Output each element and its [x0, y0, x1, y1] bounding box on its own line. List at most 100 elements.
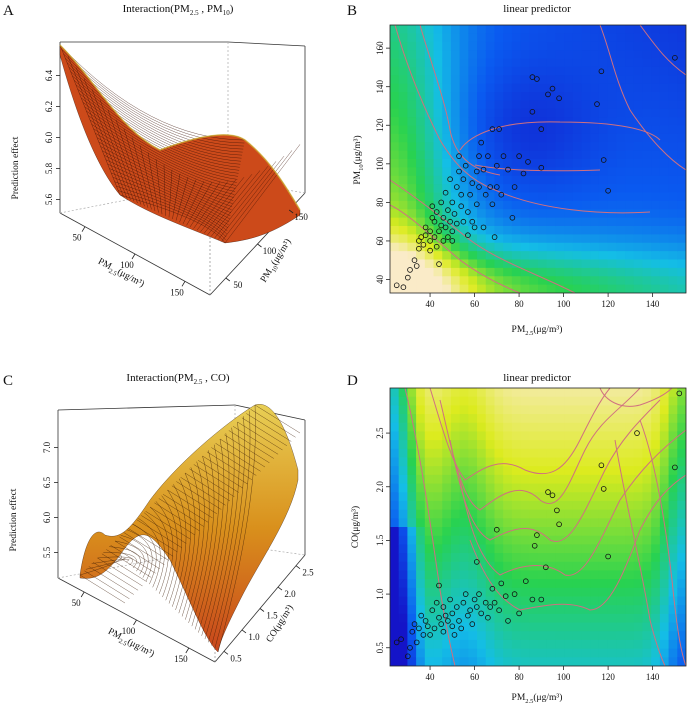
heatmap-cell — [564, 639, 574, 650]
heatmap-cell — [538, 587, 548, 598]
heatmap-cell — [390, 133, 400, 143]
heatmap-cell — [590, 209, 600, 219]
heatmap-cell — [642, 474, 652, 485]
heatmap-cell — [546, 396, 557, 406]
panel-a-z-tick: 6.4 — [44, 69, 54, 81]
heatmap-cell — [520, 474, 530, 485]
heatmap-cell — [598, 544, 609, 554]
heatmap-cell — [503, 209, 513, 219]
heatmap-cell — [390, 535, 400, 545]
panel-b-point — [407, 267, 413, 273]
panel-d-point — [485, 614, 491, 621]
heatmap-cell — [529, 175, 539, 185]
heatmap-cell — [459, 396, 469, 406]
heatmap-cell — [477, 431, 487, 441]
heatmap-cell — [450, 58, 461, 68]
heatmap-cell — [424, 142, 435, 152]
heatmap-cell — [625, 150, 635, 160]
heatmap-cell — [442, 226, 452, 235]
heatmap-cell — [416, 200, 426, 210]
heatmap-cell — [642, 518, 652, 528]
heatmap-cell — [581, 108, 591, 118]
heatmap-cell — [598, 474, 609, 485]
heatmap-cell — [442, 117, 452, 127]
heatmap-cell — [581, 509, 591, 519]
heatmap-cell — [450, 100, 461, 110]
heatmap-cell — [625, 527, 635, 537]
heatmap-cell — [538, 284, 548, 293]
heatmap-cell — [546, 209, 557, 219]
heatmap-cell — [651, 518, 661, 528]
heatmap-cell — [511, 544, 522, 554]
heatmap-cell — [459, 535, 469, 545]
heatmap-cell — [398, 267, 409, 277]
heatmap-cell — [520, 125, 530, 135]
heatmap-cell — [659, 234, 670, 244]
heatmap-cell — [677, 622, 686, 632]
heatmap-cell — [598, 167, 609, 177]
heatmap-cell — [546, 613, 557, 624]
panel-d-point — [429, 607, 436, 613]
panel-b-point — [433, 209, 440, 215]
heatmap-cell — [677, 553, 686, 563]
heatmap-cell — [520, 509, 530, 519]
panel-b-y-tick: 160 — [375, 41, 385, 55]
panel-b-y-tick: 40 — [375, 275, 385, 285]
heatmap-cell — [572, 648, 583, 658]
heatmap-cell — [581, 83, 591, 93]
heatmap-cell — [625, 570, 635, 580]
heatmap-cell — [598, 561, 609, 572]
heatmap-cell — [581, 200, 591, 210]
panel-b-point — [505, 166, 511, 173]
heatmap-cell — [572, 226, 583, 235]
heatmap-cell — [642, 388, 652, 398]
heatmap-cell — [668, 167, 678, 177]
panel-c-y-tick: 0.5 — [230, 653, 242, 663]
heatmap-cell — [390, 553, 400, 563]
heatmap-cell — [398, 657, 409, 666]
heatmap-cell — [416, 75, 426, 85]
heatmap-cell — [477, 92, 487, 101]
heatmap-cell — [546, 483, 557, 493]
heatmap-cell — [424, 75, 435, 85]
heatmap-cell — [564, 414, 574, 424]
heatmap-cell — [642, 83, 652, 93]
heatmap-cell — [407, 648, 417, 658]
heatmap-cell — [511, 509, 522, 519]
panel-b-point — [427, 228, 433, 235]
panel-a-z-tick: 5.8 — [44, 162, 54, 174]
panel-d-point — [456, 618, 462, 624]
heatmap-cell — [590, 117, 600, 127]
heatmap-cell — [598, 613, 609, 624]
heatmap-cell — [668, 200, 678, 210]
heatmap-cell — [511, 431, 522, 441]
heatmap-cell — [633, 259, 644, 269]
heatmap-cell — [477, 276, 487, 286]
heatmap-cell — [607, 192, 617, 202]
heatmap-cell — [659, 175, 670, 185]
panel-d-point — [554, 507, 560, 514]
heatmap-cell — [459, 422, 469, 433]
panel-b-point — [445, 207, 451, 213]
heatmap-cell — [390, 117, 400, 127]
heatmap-cell — [477, 184, 487, 194]
heatmap-cell — [642, 535, 652, 545]
heatmap-cell — [520, 553, 530, 563]
panel-d-point — [502, 593, 509, 599]
heatmap-cell — [485, 579, 496, 589]
panel-b-point — [469, 180, 476, 186]
heatmap-cell — [590, 226, 600, 235]
heatmap-cell — [424, 284, 435, 293]
heatmap-cell — [477, 133, 487, 143]
heatmap-cell — [407, 466, 417, 476]
heatmap-cell — [546, 639, 557, 650]
heatmap-cell — [659, 192, 670, 202]
heatmap-cell — [485, 251, 496, 261]
heatmap-cell — [398, 448, 409, 459]
heatmap-cell — [390, 396, 400, 406]
heatmap-cell — [529, 92, 539, 101]
heatmap-cell — [459, 25, 469, 34]
heatmap-cell — [416, 561, 426, 572]
heatmap-cell — [424, 33, 435, 43]
heatmap-cell — [633, 284, 644, 293]
